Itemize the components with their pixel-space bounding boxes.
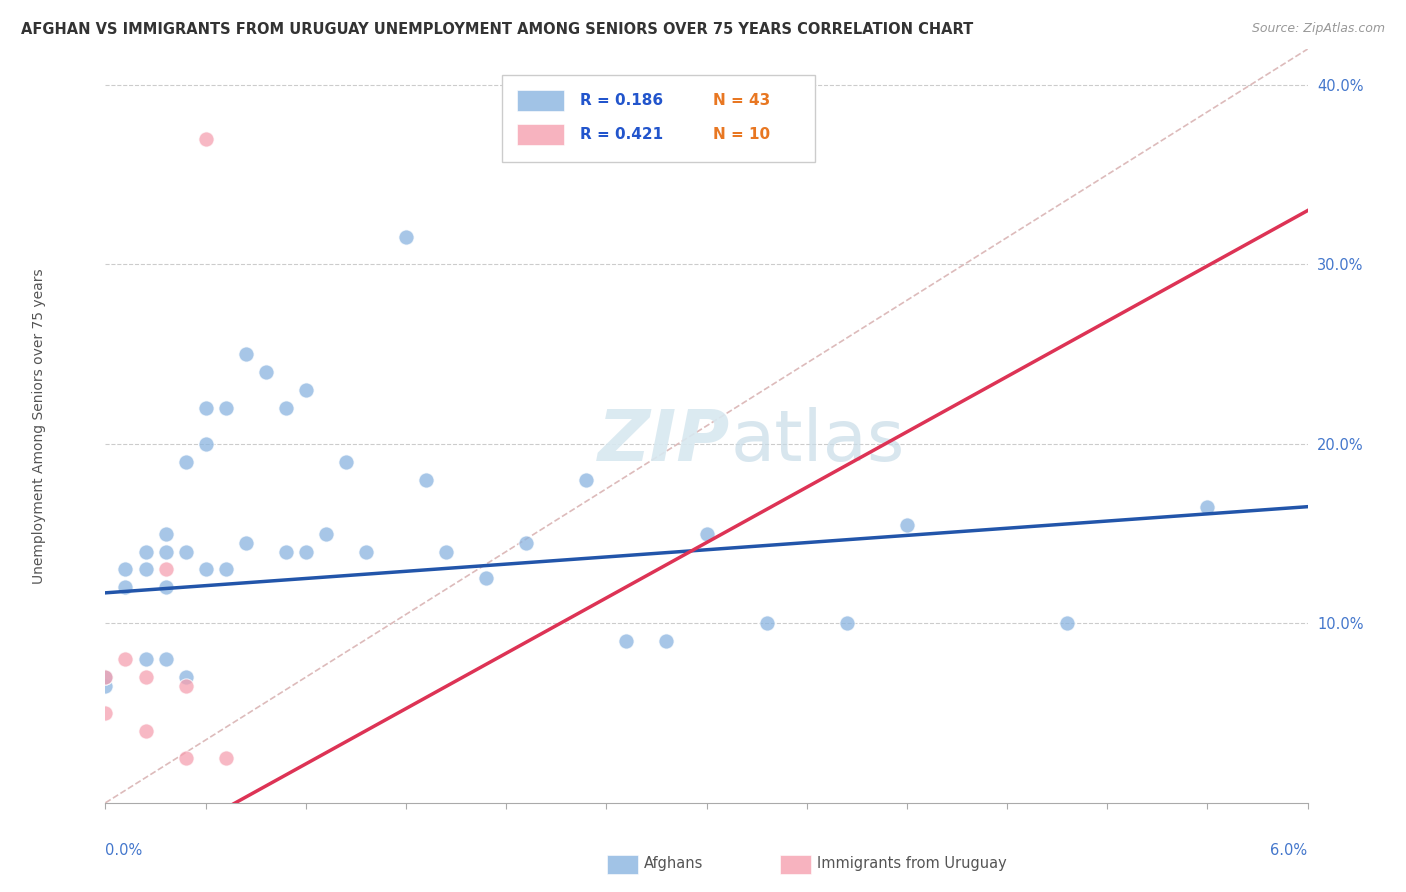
Point: [94, 670, 117, 684]
Point: [274, 544, 297, 558]
Point: [515, 535, 537, 549]
Point: [135, 724, 157, 739]
Text: Source: ZipAtlas.com: Source: ZipAtlas.com: [1251, 22, 1385, 36]
Point: [155, 581, 177, 595]
Point: [235, 347, 257, 361]
Text: atlas: atlas: [731, 407, 905, 475]
Point: [616, 634, 638, 648]
Text: Afghans: Afghans: [644, 856, 703, 871]
Point: [174, 544, 197, 558]
Point: [194, 132, 217, 146]
Point: [114, 652, 136, 666]
Point: [174, 455, 197, 469]
Text: R = 0.186: R = 0.186: [581, 93, 664, 108]
Text: ZIP: ZIP: [599, 407, 731, 475]
Point: [295, 544, 318, 558]
FancyBboxPatch shape: [516, 123, 564, 145]
Point: [174, 670, 197, 684]
Point: [114, 562, 136, 576]
Point: [1197, 500, 1219, 514]
Point: [835, 616, 858, 631]
Point: [214, 562, 236, 576]
Point: [135, 652, 157, 666]
Point: [94, 670, 117, 684]
Point: [194, 437, 217, 451]
Point: [114, 581, 136, 595]
Point: [214, 751, 236, 765]
Point: [94, 679, 117, 693]
Point: [135, 670, 157, 684]
Point: [254, 365, 277, 379]
Point: [135, 562, 157, 576]
Text: N = 10: N = 10: [713, 127, 769, 142]
Point: [94, 706, 117, 720]
Text: 6.0%: 6.0%: [1271, 843, 1308, 858]
Point: [575, 473, 598, 487]
Point: [415, 473, 437, 487]
Point: [155, 544, 177, 558]
Point: [475, 572, 498, 586]
Point: [315, 526, 337, 541]
Point: [295, 383, 318, 397]
Point: [354, 544, 377, 558]
Point: [174, 751, 197, 765]
Point: [135, 544, 157, 558]
Text: N = 43: N = 43: [713, 93, 769, 108]
Point: [194, 401, 217, 415]
Point: [174, 679, 197, 693]
Point: [896, 517, 918, 532]
Point: [1056, 616, 1078, 631]
FancyBboxPatch shape: [516, 89, 564, 111]
Point: [395, 230, 418, 244]
FancyBboxPatch shape: [502, 76, 814, 162]
Point: [655, 634, 678, 648]
Point: [274, 401, 297, 415]
Text: AFGHAN VS IMMIGRANTS FROM URUGUAY UNEMPLOYMENT AMONG SENIORS OVER 75 YEARS CORRE: AFGHAN VS IMMIGRANTS FROM URUGUAY UNEMPL…: [21, 22, 973, 37]
Point: [155, 562, 177, 576]
Point: [194, 562, 217, 576]
Point: [335, 455, 357, 469]
Text: Unemployment Among Seniors over 75 years: Unemployment Among Seniors over 75 years: [32, 268, 46, 583]
Point: [214, 401, 236, 415]
Text: R = 0.421: R = 0.421: [581, 127, 664, 142]
Point: [696, 526, 718, 541]
Point: [235, 535, 257, 549]
Text: 0.0%: 0.0%: [105, 843, 142, 858]
Text: Immigrants from Uruguay: Immigrants from Uruguay: [817, 856, 1007, 871]
Point: [155, 526, 177, 541]
Point: [434, 544, 457, 558]
Point: [155, 652, 177, 666]
Point: [755, 616, 778, 631]
